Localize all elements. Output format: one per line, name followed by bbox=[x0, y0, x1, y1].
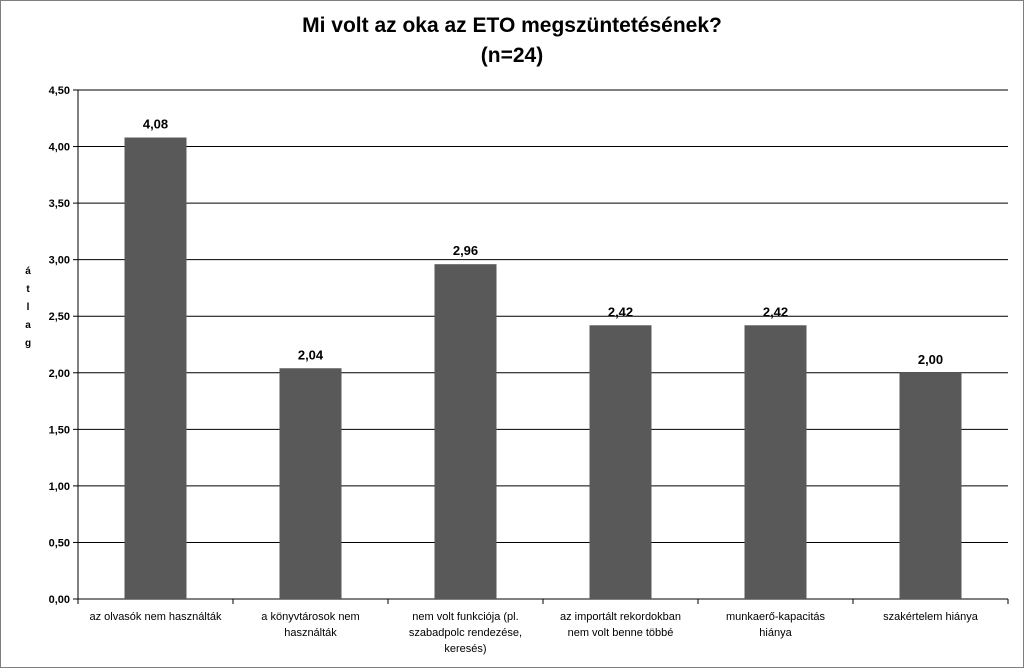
bar bbox=[899, 372, 962, 599]
x-tick-label: munkaerő-kapacitás hiánya bbox=[725, 611, 826, 639]
bar bbox=[124, 137, 187, 600]
y-tick-label: 1,50 bbox=[49, 424, 70, 436]
y-axis-label-char: t bbox=[26, 284, 30, 295]
y-tick-label: 2,00 bbox=[49, 368, 70, 380]
y-tick-label: 4,00 bbox=[49, 142, 70, 154]
x-tick-label: nem volt funkciója (pl. szabadpolc rende… bbox=[408, 611, 523, 655]
data-label: 4,08 bbox=[143, 117, 168, 132]
y-tick-label: 4,50 bbox=[49, 85, 70, 97]
y-axis-label-char: g bbox=[25, 338, 31, 349]
bar bbox=[744, 325, 807, 599]
bar bbox=[589, 325, 652, 599]
x-tick-label: az importált rekordokban nem volt benne … bbox=[559, 611, 682, 639]
y-tick-label: 0,50 bbox=[49, 537, 70, 549]
y-axis-label-char: á bbox=[25, 266, 31, 277]
y-tick-label: 1,00 bbox=[49, 481, 70, 493]
data-label: 2,04 bbox=[298, 347, 324, 362]
data-label: 2,00 bbox=[918, 352, 943, 367]
y-tick-label: 0,00 bbox=[49, 594, 70, 606]
bar bbox=[279, 368, 342, 599]
chart-title: Mi volt az oka az ETO megszüntetésének? bbox=[302, 14, 722, 37]
y-tick-label: 2,50 bbox=[49, 311, 70, 323]
x-tick-label: az olvasók nem használták bbox=[89, 611, 222, 623]
y-axis-label-char: a bbox=[25, 320, 31, 331]
bar bbox=[434, 264, 497, 599]
data-label: 2,42 bbox=[608, 304, 633, 319]
x-tick-label: szakértelem hiánya bbox=[883, 611, 978, 623]
x-tick-label: a könyvtárosok nem használták bbox=[261, 611, 360, 639]
y-axis-label-char: l bbox=[27, 302, 30, 313]
data-label: 2,96 bbox=[453, 243, 478, 258]
data-label: 2,42 bbox=[763, 304, 788, 319]
y-tick-label: 3,50 bbox=[49, 198, 70, 210]
chart-subtitle: (n=24) bbox=[480, 44, 544, 67]
y-tick-label: 3,00 bbox=[49, 255, 70, 267]
